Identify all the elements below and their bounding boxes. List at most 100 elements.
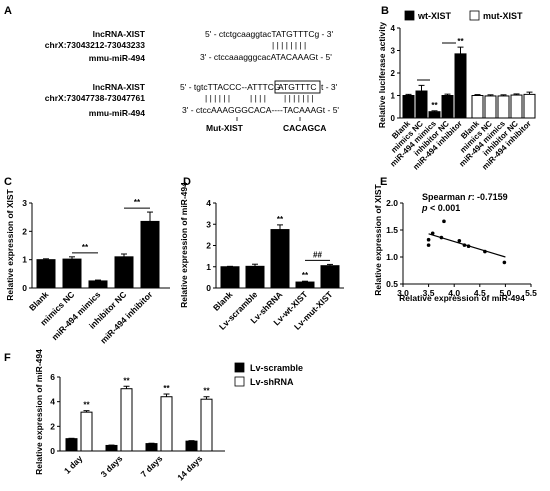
a-top-pair-bars: | | | | | | | | (272, 40, 306, 50)
e-data-point (442, 219, 446, 224)
c-bar (140, 220, 160, 289)
e-xtick-label: 5.0 (499, 288, 511, 298)
a-bottom-bars-left: | | | | | | (205, 93, 230, 103)
b-significance-label: ** (431, 101, 438, 110)
e-data-point (430, 231, 435, 236)
e-xtick-label: 4.0 (448, 288, 460, 298)
a-top-seq-bottom: 3' - ctccaaagggcacATACAAAGt - 5' (200, 52, 332, 62)
panel-a-letter: A (4, 5, 12, 17)
b-bar (428, 111, 441, 119)
e-ylabel: Relative expression of XIST (373, 183, 383, 295)
a-bottom-mir-label: mmu-miR-494 (89, 108, 145, 118)
panel-d-letter: D (183, 176, 191, 188)
a-bottom-bars-mid: | | | | (250, 93, 266, 103)
d-significance-label: ## (313, 250, 322, 259)
a-mut-label: Mut-XIST (206, 123, 244, 133)
c-ytick-label: 0 (22, 283, 27, 293)
f-significance-label: ** (123, 376, 130, 385)
a-bottom-seq-top-box: ATGTTTC (278, 82, 317, 92)
e-data-point (439, 235, 444, 240)
c-ytick-label: 2 (22, 226, 27, 236)
b-bar (523, 93, 536, 119)
f-bar (200, 398, 213, 452)
e-data-point (426, 243, 431, 247)
c-bar (62, 258, 82, 289)
a-top-coord-label: chrX:73043212-73043233 (45, 40, 145, 50)
panel-b: B wt-XIST mut-XIST Relative luciferase a… (377, 5, 536, 172)
d-ylabel: Relative expression of miR-494 (179, 182, 189, 308)
d-bar (245, 265, 265, 289)
panel-f-letter: F (4, 352, 11, 364)
c-bar (114, 256, 134, 289)
f-legend-label-scramble: Lv-scramble (250, 363, 303, 373)
e-r-value: : -0.7159 (472, 192, 508, 202)
panel-c-letter: C (4, 176, 12, 188)
d-ytick-label: 4 (206, 198, 211, 208)
e-r-label: Spearman (422, 192, 466, 202)
b-bar (497, 95, 510, 119)
c-category-label: Blank (27, 289, 51, 313)
b-legend-label-mut: mut-XIST (483, 11, 523, 21)
panel-e: E Relative expression of XIST Relative e… (373, 176, 537, 303)
e-ytick-label: 2.0 (386, 198, 398, 208)
panel-c: C Relative expression of XIST 0123Blankm… (4, 176, 170, 346)
e-r-symbol: r (468, 192, 472, 202)
e-p-value: < 0.001 (430, 203, 460, 213)
e-annotation-p: p < 0.001 (421, 203, 460, 213)
f-category-label: 3 days (99, 453, 125, 479)
f-ylabel: Relative expression of miR-494 (34, 349, 44, 475)
a-bottom-seq-bottom: 3' - ctccAAAGGGCACA----TACAAAGt - 5' (182, 105, 339, 115)
d-ytick-label: 3 (206, 219, 211, 229)
f-legend-swatch-shrna (234, 376, 245, 387)
f-ytick-label: 0 (50, 446, 55, 456)
f-ytick-label: 4 (50, 397, 55, 407)
panel-a: A lncRNA-XIST chrX:73043212-73043233 mmu… (4, 5, 339, 133)
c-ylabel: Relative expression of XIST (5, 188, 15, 300)
f-bar (145, 443, 158, 452)
e-xtick-label: 3.5 (423, 288, 435, 298)
f-significance-label: ** (203, 387, 210, 396)
a-mut-seq: CACAGCA (283, 123, 326, 133)
a-binding-site-box (274, 80, 321, 94)
e-data-point (466, 244, 471, 248)
e-data-point (502, 260, 507, 265)
d-plot-area: 01234BlankLv-scramble**Lv-shRNA**Lv-wt-X… (206, 198, 344, 332)
b-bar (471, 95, 484, 119)
f-bar (120, 388, 133, 452)
c-ytick-label: 3 (22, 198, 27, 208)
b-bar (454, 53, 467, 119)
f-category-label: 7 days (139, 453, 165, 479)
a-top-mir-label: mmu-miR-494 (89, 53, 145, 63)
panel-d: D Relative expression of miR-494 01234Bl… (179, 176, 344, 332)
b-bar (484, 95, 497, 119)
f-significance-label: ** (83, 401, 90, 410)
a-bottom-coord-label: chrX:73047738-73047761 (45, 93, 145, 103)
b-ytick-label: 2 (391, 69, 396, 78)
e-xlabel: Relative expression of miR-494 (399, 293, 525, 303)
d-bar (270, 229, 290, 289)
d-ytick-label: 2 (206, 241, 211, 251)
e-xtick-label: 3.0 (397, 288, 409, 298)
d-ytick-label: 1 (206, 262, 211, 272)
c-significance-label: ** (134, 198, 141, 207)
c-bar (36, 259, 56, 289)
b-bar (415, 90, 428, 119)
e-ytick-label: 0.5 (386, 279, 398, 289)
a-bottom-bars-right: | | | | | | | (284, 93, 314, 103)
d-bar (320, 265, 340, 289)
f-bar (65, 438, 78, 452)
a-bottom-lncrna-label: lncRNA-XIST (93, 82, 146, 92)
e-data-point (457, 239, 462, 243)
e-annotation-r: Spearman r: -0.7159 (422, 192, 508, 202)
e-ytick-label: 1.5 (386, 225, 398, 235)
c-bar (88, 280, 108, 289)
f-significance-label: ** (163, 384, 170, 393)
b-legend-label-wt: wt-XIST (417, 11, 452, 21)
a-bottom-seq-top-start: 5' - tgtcTTACCC--ATTTCG (180, 82, 280, 92)
f-bar (105, 444, 118, 452)
b-bar (402, 95, 415, 119)
c-ytick-label: 1 (22, 255, 27, 265)
e-data-point (426, 237, 431, 242)
